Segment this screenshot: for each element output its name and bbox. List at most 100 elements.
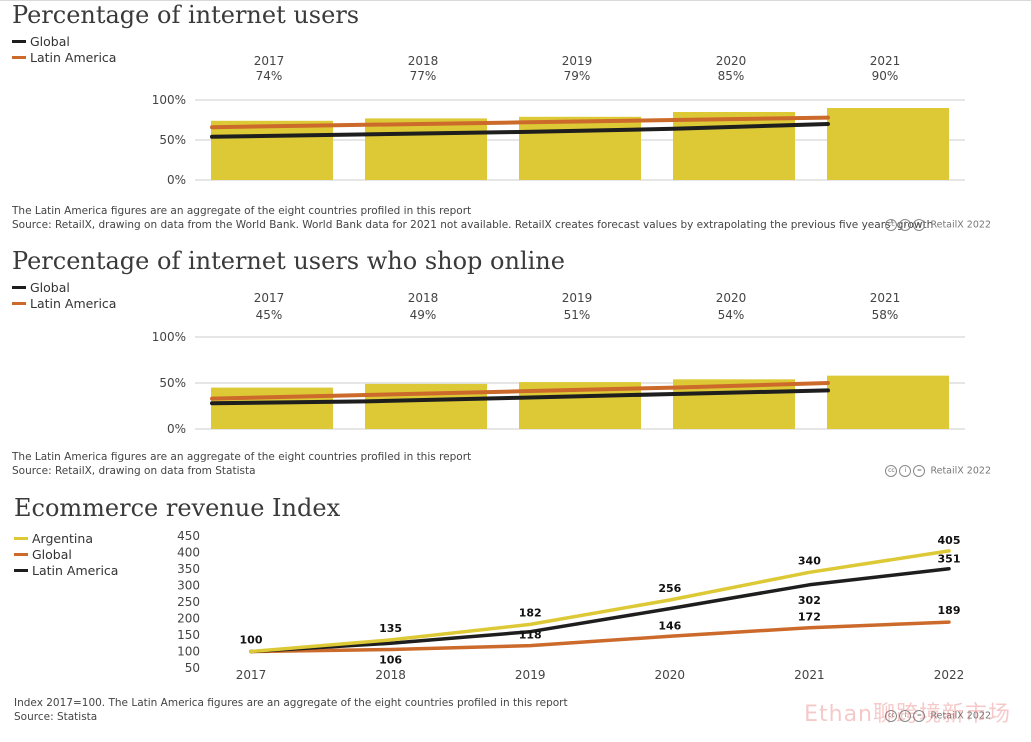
legend-label: Latin America [30,296,117,311]
y-tick-label: 50% [159,133,186,147]
y-tick-label: 300 [177,579,200,593]
legend: Argentina Global Latin America [14,531,118,579]
x-tick-label: 2017 [254,291,285,305]
legend-label: Global [32,547,72,562]
bar [519,116,641,180]
bar [365,118,487,180]
series-line-global [210,122,830,139]
y-tick-label: 50 [185,661,200,675]
data-label: 340 [798,554,821,567]
series-line-global [249,620,951,654]
x-tick-label: 2019 [515,668,546,682]
nd-icon: = [913,710,926,722]
credit-text: RetailX 2022 [930,710,991,722]
legend-swatch [12,56,26,59]
x-tick-label: 2018 [408,291,439,305]
x-tick-label: 2022 [934,668,965,682]
x-tick-label: 2018 [408,54,439,68]
data-label: 79% [564,69,591,83]
data-label: 256 [658,582,681,595]
legend-label: Latin America [32,563,119,578]
x-tick-label: 2021 [870,291,901,305]
data-label: 58% [872,308,899,322]
note-text: The Latin America figures are an aggrega… [12,451,472,463]
series-line-latin-america [249,566,951,654]
x-tick-label: 2019 [562,54,593,68]
by-icon: i [899,465,912,477]
legend: Global Latin America [12,280,116,312]
legend: Global Latin America [12,34,116,66]
x-tick-label: 2021 [870,54,901,68]
data-label: 51% [564,308,591,322]
data-label: 49% [410,308,437,322]
bar [827,375,949,429]
y-tick-label: 450 [177,529,200,543]
chart-title: Percentage of internet users who shop on… [12,247,565,275]
source-text: Source: RetailX, drawing on data from th… [12,219,934,231]
nd-icon: = [913,219,926,231]
legend-item-global: Global [14,547,118,563]
y-tick-label: 0% [167,422,186,436]
source-text: Source: RetailX, drawing on data from St… [12,465,256,477]
y-tick-label: 250 [177,595,200,609]
data-label: 405 [938,534,961,547]
data-label: 74% [256,69,283,83]
y-tick-label: 150 [177,628,200,642]
chart-title: Ecommerce revenue Index [14,494,341,522]
data-label: 106 [379,654,402,667]
y-tick-label: 100 [177,645,200,659]
data-label: 118 [519,629,542,642]
x-tick-label: 2018 [375,668,406,682]
legend-swatch [14,569,28,572]
data-label: 146 [658,619,681,632]
legend-item-global: Global [12,280,116,296]
legend-swatch [12,302,26,305]
legend-item-latin-america: Latin America [12,296,116,312]
by-icon: i [899,219,912,231]
x-tick-label: 2017 [236,668,267,682]
data-label: 90% [872,69,899,83]
x-tick-label: 2021 [794,668,825,682]
note-text: The Latin America figures are an aggrega… [12,205,472,217]
series-line-global [210,388,830,406]
legend-item-argentina: Argentina [14,531,118,547]
bar [211,387,333,429]
legend-item-latin-america: Latin America [12,50,116,66]
revenue-index-chart: 50 100 150 200 250 300 350 400 450 2017 2018 2019 20… [177,529,965,682]
data-label: 77% [410,69,437,83]
data-label: 135 [379,622,402,635]
chart-notes: Index 2017=100. The Latin America figure… [14,696,568,724]
y-tick-label: 100% [152,330,186,344]
legend-item-latin-america: Latin America [14,563,118,579]
y-tick-label: 350 [177,562,200,576]
legend-label: Global [30,280,70,295]
by-icon: i [899,710,912,722]
data-label: 302 [798,594,821,607]
bar [211,120,333,180]
cc-icon: cc [885,710,898,722]
data-label: 182 [519,606,542,619]
series-line-latin-america [210,381,830,401]
chart-title: Percentage of internet users [12,1,360,29]
online-shoppers-chart: 0% 50% 100% 2017 45% 2018 49% 2019 51% 2020 54% 202… [152,291,965,436]
x-tick-label: 2020 [716,54,747,68]
source-text: Source: Statista [14,711,98,723]
y-tick-label: 400 [177,546,200,560]
credit-text: RetailX 2022 [930,465,991,477]
credit-text: RetailX 2022 [930,219,991,231]
credit: cc i = RetailX 2022 [885,465,991,477]
top-divider [0,0,1031,1]
chart-notes: The Latin America figures are an aggrega… [12,204,933,232]
data-label: 172 [798,611,821,624]
series-line-latin-america [210,115,830,130]
bar [827,108,949,180]
y-tick-label: 0% [167,173,186,187]
nd-icon: = [913,465,926,477]
note-text: Index 2017=100. The Latin America figure… [14,697,568,709]
data-label: 54% [718,308,745,322]
x-tick-label: 2019 [562,291,593,305]
data-label: 45% [256,308,283,322]
online-shoppers-panel: Percentage of internet users who shop on… [0,245,1031,490]
internet-users-panel: Percentage of internet users Global Lati… [0,0,1031,245]
